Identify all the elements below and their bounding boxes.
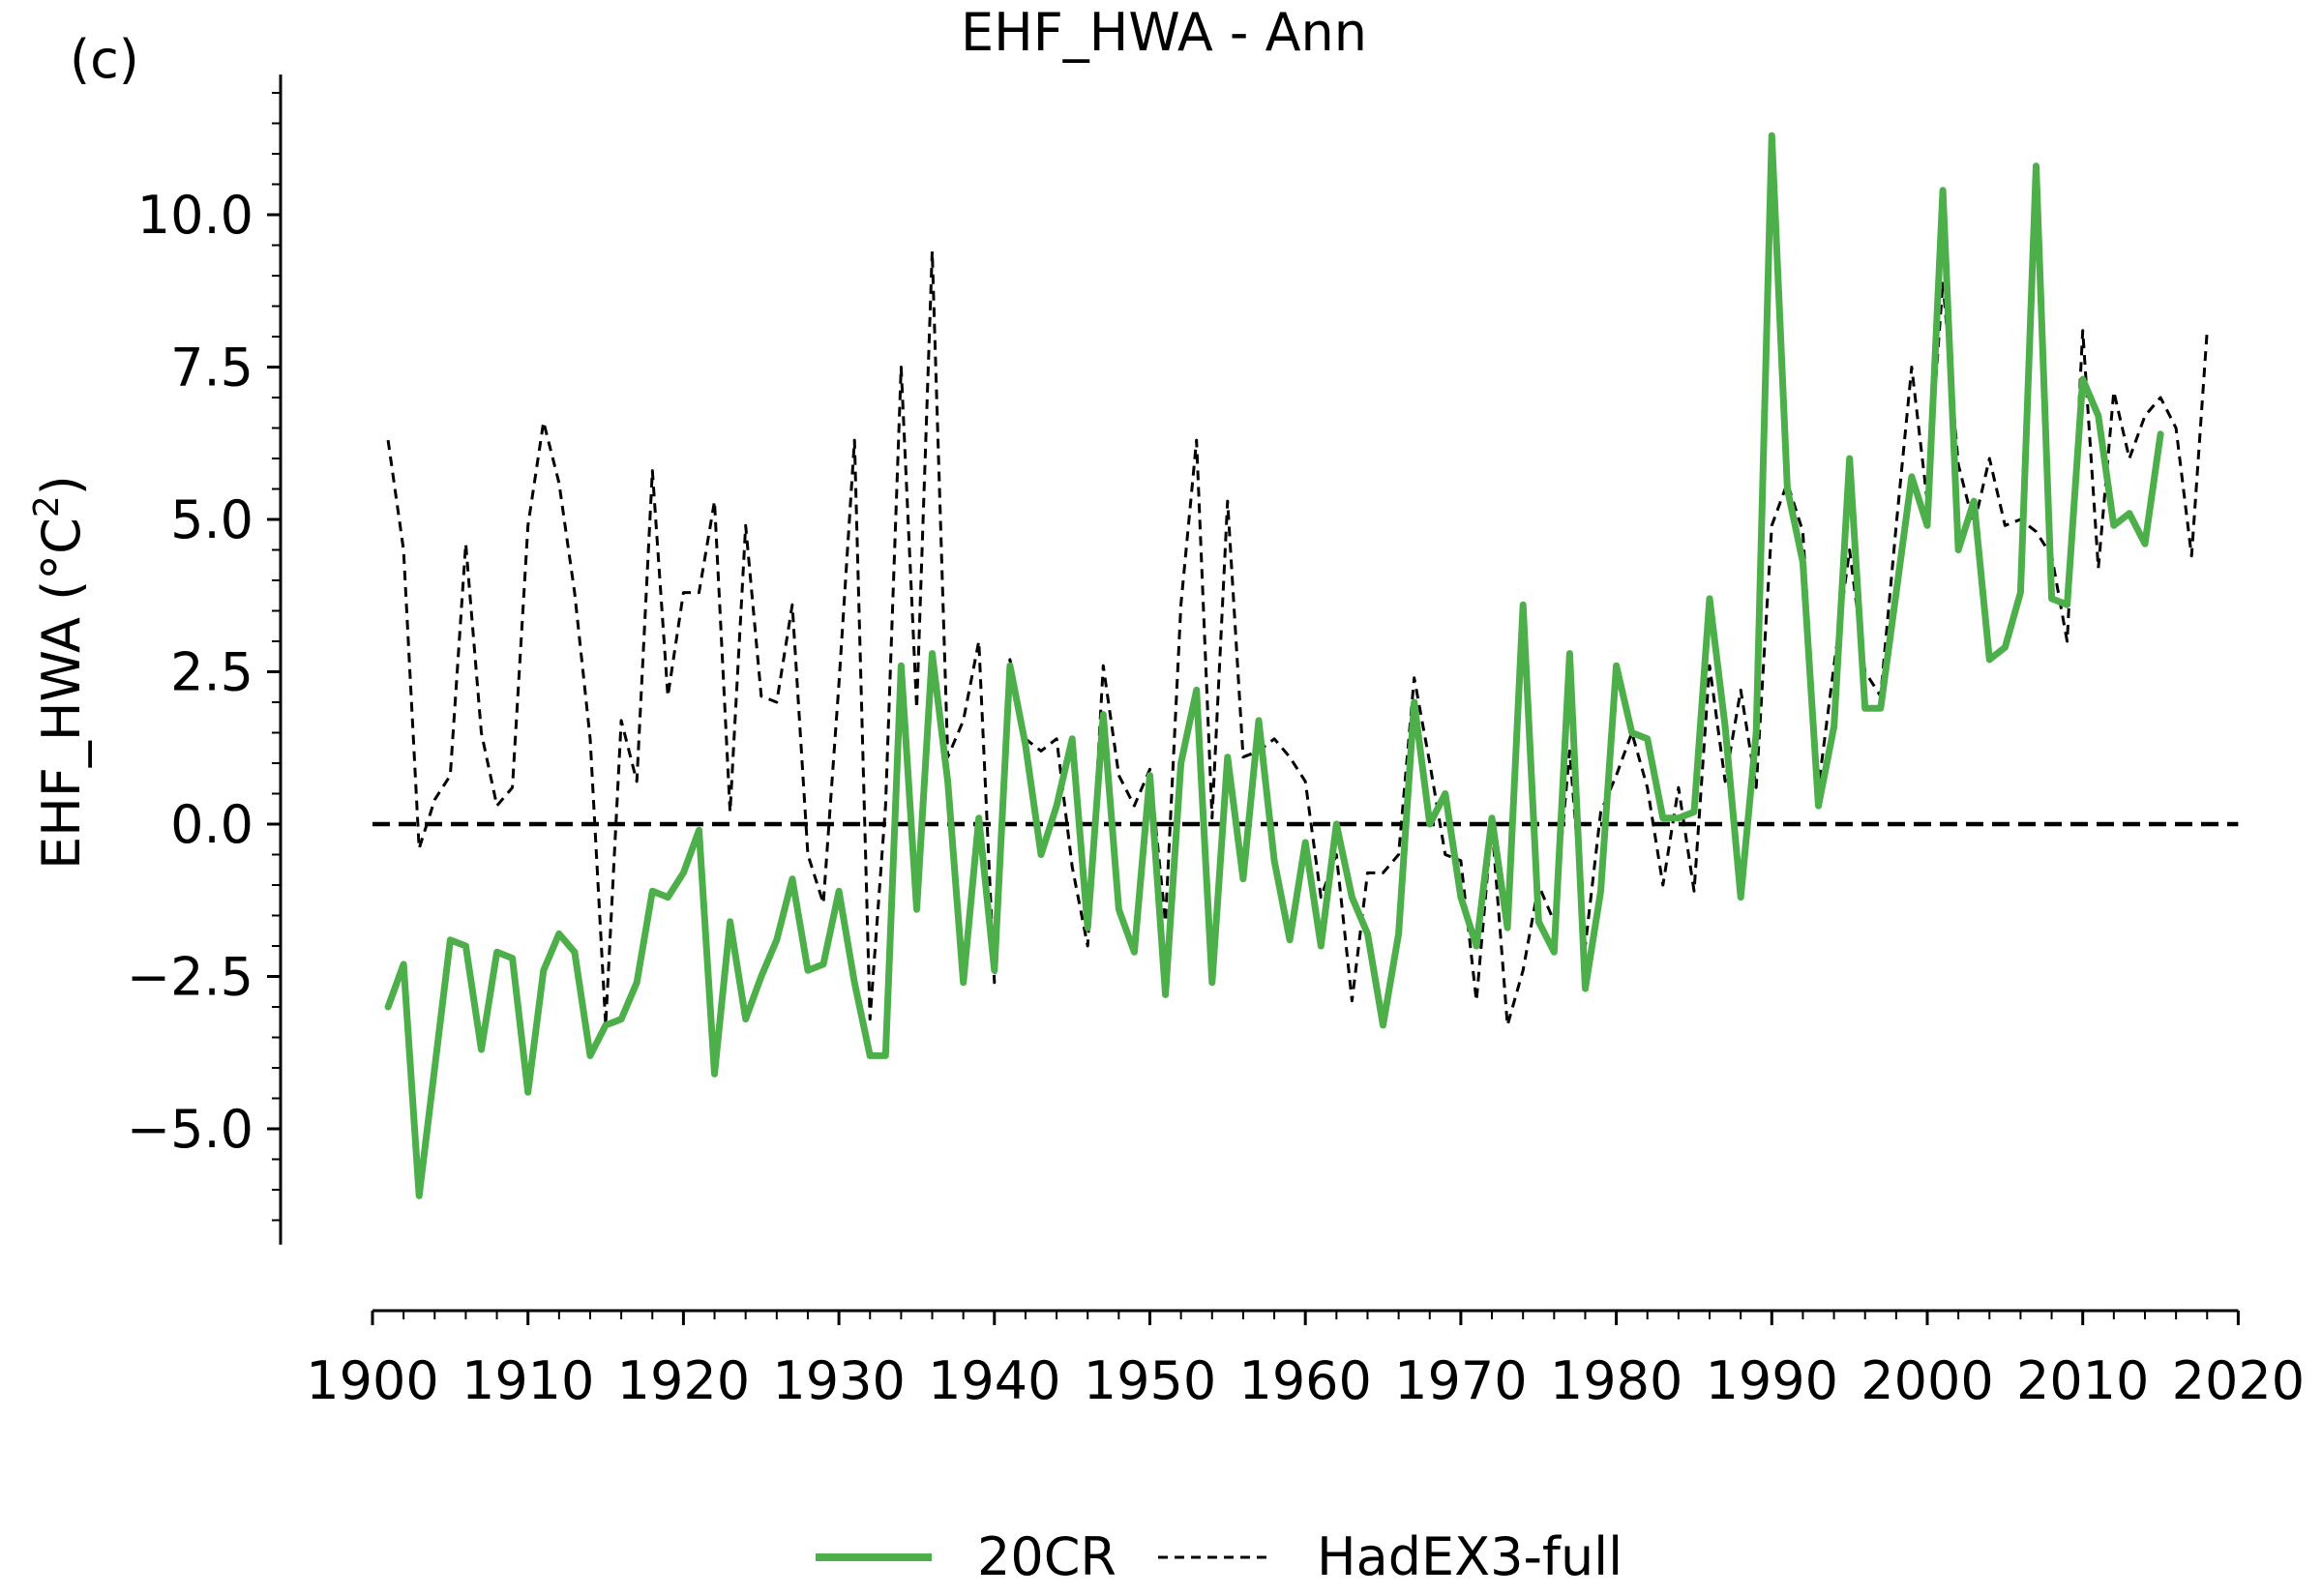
legend: 20CR HadEX3-full (816, 1526, 1622, 1587)
y-tick-label: 10.0 (137, 185, 253, 246)
x-tick-label: 1960 (1238, 1350, 1371, 1411)
x-tick-label: 1950 (1084, 1350, 1216, 1411)
y-tick-label: 2.5 (170, 642, 253, 703)
x-tick-label: 1990 (1706, 1350, 1838, 1411)
y-tick-label: 5.0 (170, 489, 253, 550)
x-tick-label: 1980 (1550, 1350, 1682, 1411)
x-tick-label: 1970 (1394, 1350, 1527, 1411)
x-tick-label: 1900 (306, 1350, 438, 1411)
panel-label: (c) (70, 29, 139, 90)
x-tick-label: 2000 (1861, 1350, 1993, 1411)
x-tick-label: 2010 (2016, 1350, 2149, 1411)
x-tick-label: 1930 (772, 1350, 905, 1411)
x-tick-label: 2020 (2172, 1350, 2305, 1411)
y-axis: −5.0 −2.5 0.0 2.5 5.0 7.5 10.0 (127, 74, 283, 1245)
y-tick-label: 0.0 (170, 794, 253, 855)
chart-title: EHF_HWA - Ann (961, 2, 1367, 63)
legend-label-hadex3: HadEX3-full (1317, 1526, 1622, 1587)
y-axis-label: EHF_HWA (°C2) (27, 475, 92, 870)
x-axis: 1900 1910 1920 1930 1940 1950 1960 1970 1980 1990… (306, 1309, 2305, 1411)
series-line-hadex3-full (386, 250, 2209, 1027)
x-tick-label: 1920 (617, 1350, 750, 1411)
series-line-20cr (384, 132, 2164, 1199)
y-tick-label: −5.0 (127, 1099, 253, 1160)
x-tick-label: 1910 (461, 1350, 594, 1411)
x-tick-label: 1940 (928, 1350, 1060, 1411)
y-tick-label: −2.5 (127, 947, 253, 1008)
legend-label-20cr: 20CR (977, 1526, 1116, 1587)
series-lines (384, 132, 2209, 1199)
y-tick-label: 7.5 (170, 338, 253, 399)
